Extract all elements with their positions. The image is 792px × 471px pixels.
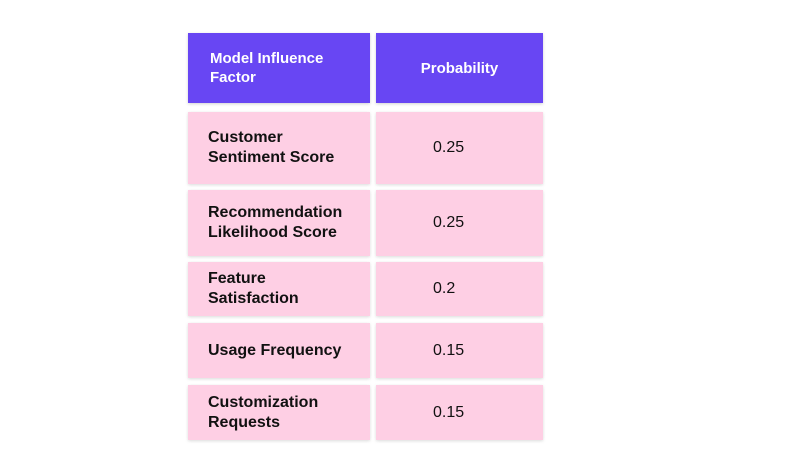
factor-cell: Usage Frequency <box>188 323 370 378</box>
header-probability: Probability <box>376 33 543 103</box>
factor-cell: Customer Sentiment Score <box>188 112 370 184</box>
probability-cell: 0.25 <box>376 112 543 184</box>
header-factor: Model Influence Factor <box>188 33 370 103</box>
probability-cell: 0.15 <box>376 323 543 378</box>
probability-cell: 0.2 <box>376 262 543 316</box>
factor-cell: Feature Satisfaction <box>188 262 370 316</box>
factor-cell: Recommendation Likelihood Score <box>188 190 370 256</box>
factor-cell: Customization Requests <box>188 385 370 440</box>
probability-cell: 0.15 <box>376 385 543 440</box>
probability-cell: 0.25 <box>376 190 543 256</box>
